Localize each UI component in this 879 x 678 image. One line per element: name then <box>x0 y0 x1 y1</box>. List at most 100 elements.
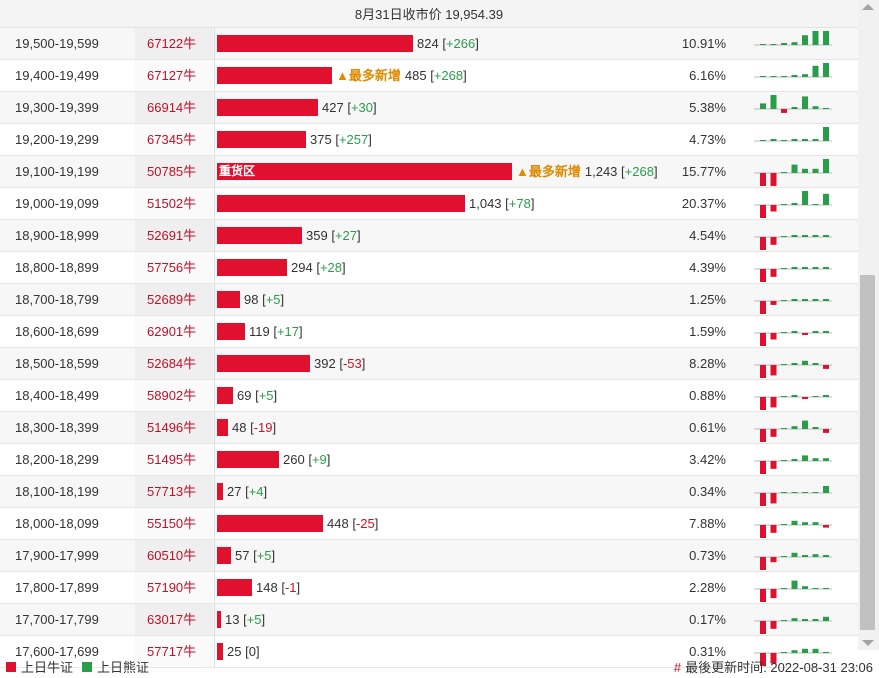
sparkline-bar <box>812 458 819 461</box>
table-row[interactable]: 18,800-18,899 57756牛 294 [+28] 4.39% <box>0 252 858 284</box>
volume-bar-cell: 119 [+17] <box>214 316 665 347</box>
scroll-down-arrow-icon[interactable] <box>862 640 874 646</box>
sparkline-bar <box>812 522 819 525</box>
price-range: 19,400-19,499 <box>15 68 99 83</box>
warrant-code-link[interactable]: 63017牛 <box>135 604 213 635</box>
sparkline-bar <box>770 525 777 533</box>
warrant-code-link[interactable]: 50785牛 <box>135 156 213 187</box>
percentage: 0.17% <box>689 612 726 627</box>
sparkline-bar <box>781 492 787 493</box>
warrant-code-link[interactable]: 51495牛 <box>135 444 213 475</box>
table-row[interactable]: 17,600-17,699 57717牛 25 [0] 0.31% <box>0 636 858 668</box>
sparkline-bar <box>791 331 798 333</box>
table-row[interactable]: 19,400-19,499 67127牛 ▲最多新增 485 [+268] 6.16% <box>0 60 858 92</box>
table-row[interactable]: 19,500-19,599 67122牛 824 [+266] 10.91% <box>0 28 858 60</box>
sparkline-bar <box>770 557 777 563</box>
warrant-code-link[interactable]: 57717牛 <box>135 636 213 667</box>
sparkline-bar <box>802 397 808 399</box>
vertical-scrollbar[interactable] <box>858 0 879 650</box>
warrant-code-link[interactable]: 57713牛 <box>135 476 213 507</box>
warrant-code-link[interactable]: 67122牛 <box>135 28 213 59</box>
sparkline-bar <box>823 616 829 621</box>
sparkline-bar <box>781 76 787 77</box>
volume-value: ▲最多新增 485 [+268] <box>336 68 467 83</box>
warrant-code-link[interactable]: 62901牛 <box>135 316 213 347</box>
sparkline-bar <box>802 74 808 77</box>
warrant-code-link[interactable]: 67127牛 <box>135 60 213 91</box>
sparkline-bar <box>823 486 829 493</box>
sparkline-bar <box>791 650 798 653</box>
sparkline-bar <box>791 363 798 365</box>
table-row[interactable]: 19,100-19,199 50785牛 重货区 ▲最多新增 1,243 [+268] 1… <box>0 156 858 188</box>
volume-bar <box>217 547 231 564</box>
volume-value: 824 [+266] <box>417 36 479 51</box>
scroll-up-arrow-icon[interactable] <box>862 4 874 10</box>
warrant-code-link[interactable]: 60510牛 <box>135 540 213 571</box>
closing-price-header: 8月31日收市价 19,954.39 <box>0 0 858 28</box>
sparkline-bar <box>812 427 819 429</box>
price-range: 18,400-18,499 <box>15 388 99 403</box>
sparkline-bar <box>823 652 829 653</box>
table-row[interactable]: 18,600-18,699 62901牛 119 [+17] 1.59% <box>0 316 858 348</box>
sparkline-bar <box>791 42 798 45</box>
percentage: 2.28% <box>689 580 726 595</box>
volume-bar-cell: 448 [-25] <box>214 508 665 539</box>
table-row[interactable]: 18,500-18,599 52684牛 392 [-53] 8.28% <box>0 348 858 380</box>
warrant-code-link[interactable]: 52684牛 <box>135 348 213 379</box>
sparkline-bar <box>770 95 777 109</box>
sparkline-bar <box>812 31 819 45</box>
table-row[interactable]: 19,000-19,099 51502牛 1,043 [+78] 20.37% <box>0 188 858 220</box>
price-range: 18,800-18,899 <box>15 260 99 275</box>
table-row[interactable]: 18,700-18,799 52689牛 98 [+5] 1.25% <box>0 284 858 316</box>
history-sparkline <box>754 159 832 186</box>
warrant-code-link[interactable]: 57756牛 <box>135 252 213 283</box>
hash-icon: # <box>673 660 682 675</box>
sparkline-bar <box>770 461 777 469</box>
table-row[interactable]: 18,200-18,299 51495牛 260 [+9] 3.42% <box>0 444 858 476</box>
warrant-code-link[interactable]: 66914牛 <box>135 92 213 123</box>
warrant-code-link[interactable]: 51496牛 <box>135 412 213 443</box>
table-row[interactable]: 18,300-18,399 51496牛 48 [-19] 0.61% <box>0 412 858 444</box>
table-row[interactable]: 19,300-19,399 66914牛 427 [+30] 5.38% <box>0 92 858 124</box>
volume-number: 1,243 <box>584 164 618 179</box>
warrant-code-link[interactable]: 52691牛 <box>135 220 213 251</box>
sparkline-bar <box>760 44 766 45</box>
percentage: 0.31% <box>689 644 726 659</box>
sparkline-bar <box>760 621 766 634</box>
sparkline-bar <box>781 428 787 429</box>
table-row[interactable]: 17,700-17,799 63017牛 13 [+5] 0.17% <box>0 604 858 636</box>
sparkline-bar <box>760 76 766 77</box>
sparkline-bar <box>781 364 787 365</box>
price-range: 18,200-18,299 <box>15 452 99 467</box>
warrant-code-link[interactable]: 51502牛 <box>135 188 213 219</box>
warrant-code-link[interactable]: 57190牛 <box>135 572 213 603</box>
sparkline-bar <box>791 459 798 461</box>
table-row[interactable]: 17,900-17,999 60510牛 57 [+5] 0.73% <box>0 540 858 572</box>
last-update-label: 最後更新时间: 2022-08-31 23:06 <box>685 660 873 675</box>
price-range: 18,900-18,999 <box>15 228 99 243</box>
table-row[interactable]: 19,200-19,299 67345牛 375 [+257] 4.73% <box>0 124 858 156</box>
table-row[interactable]: 18,900-18,999 52691牛 359 [+27] 4.54% <box>0 220 858 252</box>
price-range: 19,200-19,299 <box>15 132 99 147</box>
history-sparkline <box>754 235 832 250</box>
warrant-code-link[interactable]: 67345牛 <box>135 124 213 155</box>
warrant-code-link[interactable]: 52689牛 <box>135 284 213 315</box>
volume-value: 1,043 [+78] <box>469 196 535 211</box>
legend-bull-label: 上日牛证 <box>21 660 74 675</box>
volume-value: 260 [+9] <box>283 452 331 467</box>
warrant-code-link[interactable]: 58902牛 <box>135 380 213 411</box>
sparkline-bar <box>802 492 808 493</box>
volume-bar-cell: 57 [+5] <box>214 540 665 571</box>
table-row[interactable]: 18,400-18,499 58902牛 69 [+5] 0.88% <box>0 380 858 412</box>
volume-change: +268 <box>624 164 654 179</box>
volume-change: 0 <box>248 644 256 659</box>
warrant-code-link[interactable]: 55150牛 <box>135 508 213 539</box>
sparkline-bar <box>791 267 798 269</box>
scroll-thumb[interactable] <box>860 275 875 630</box>
table-row[interactable]: 17,800-17,899 57190牛 148 [-1] 2.28% <box>0 572 858 604</box>
table-row[interactable]: 18,100-18,199 57713牛 27 [+4] 0.34% <box>0 476 858 508</box>
volume-bar-cell: 69 [+5] <box>214 380 665 411</box>
volume-bar <box>217 643 223 660</box>
sparkline-bar <box>770 139 777 141</box>
table-row[interactable]: 18,000-18,099 55150牛 448 [-25] 7.88% <box>0 508 858 540</box>
